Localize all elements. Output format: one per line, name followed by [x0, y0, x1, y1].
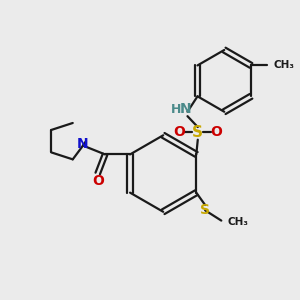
Text: O: O	[92, 174, 103, 188]
Text: O: O	[173, 125, 185, 139]
Text: N: N	[77, 137, 89, 152]
Text: S: S	[192, 125, 203, 140]
Text: CH₃: CH₃	[274, 60, 295, 70]
Text: CH₃: CH₃	[227, 217, 248, 227]
Text: H: H	[170, 103, 181, 116]
Text: S: S	[200, 203, 210, 217]
Text: N: N	[180, 102, 192, 116]
Text: O: O	[210, 125, 222, 139]
